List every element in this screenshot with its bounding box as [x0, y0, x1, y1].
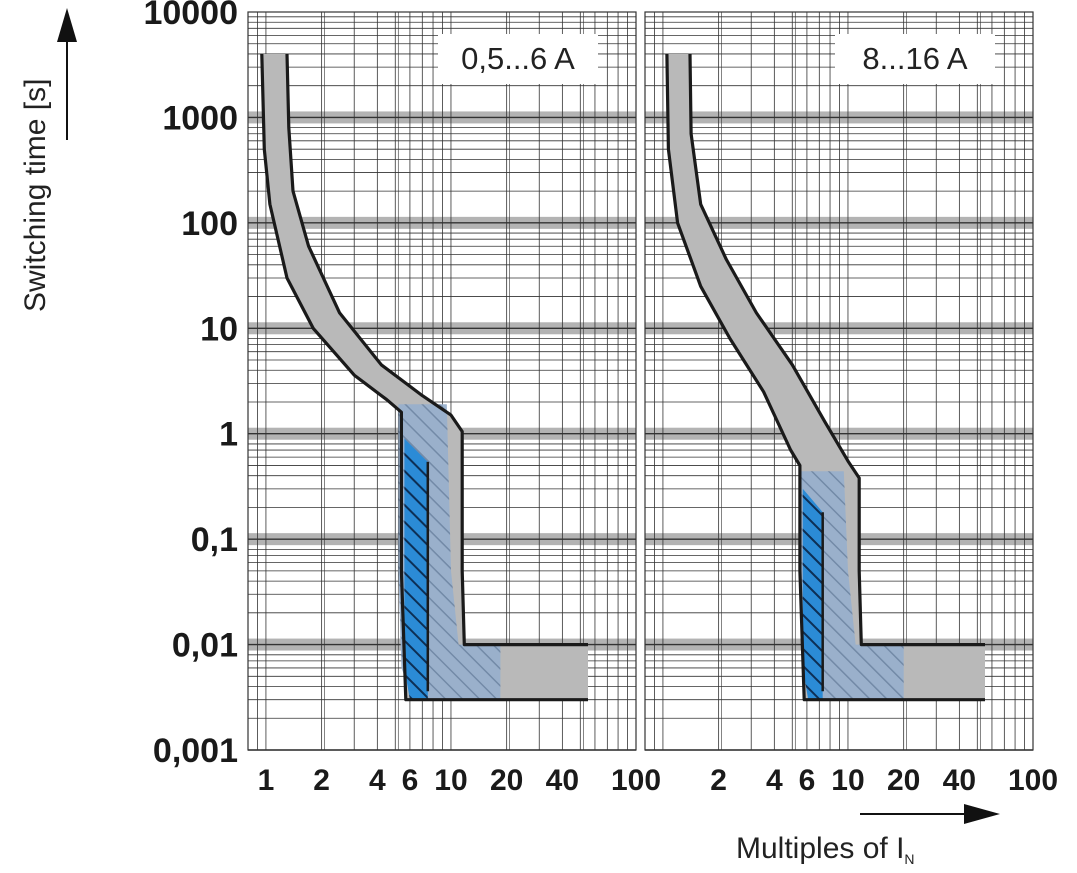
x-tick-label: 6	[799, 764, 816, 797]
x-axis-ticks: 1 2 4 6 10 20 40 100 2 4 6 10 20 40 100	[258, 764, 1058, 797]
y-axis-ticks: 10000 1000 100 10 1 0,1 0,01 0,001	[143, 0, 238, 770]
panel-large-current: 8...16 A	[644, 11, 1034, 751]
y-tick-label: 0,1	[191, 521, 238, 559]
x-tick-label: 1	[258, 764, 275, 797]
x-tick-label: 4	[369, 764, 386, 797]
panel-frame	[644, 11, 1034, 751]
magnetic-dark-band-area	[802, 488, 823, 700]
curve-lower-line	[260, 53, 588, 702]
x-tick-label: 20	[490, 764, 523, 797]
magnetic-band-area	[799, 471, 904, 700]
panel-label: 0,5...6 A	[461, 41, 575, 76]
panel-label-box	[835, 34, 995, 84]
x-tick-label: 40	[546, 764, 579, 797]
x-tick-label: 10	[831, 764, 864, 797]
x-axis-title-subscript: N	[904, 851, 914, 867]
x-axis-title: Multiples of IN	[736, 832, 915, 867]
x-axis-arrow-head	[964, 804, 1000, 824]
panel-small-current: 0,5...6 A	[247, 11, 637, 751]
x-tick-label: 20	[887, 764, 920, 797]
x-tick-label: 4	[766, 764, 783, 797]
x-tick-label: 6	[402, 764, 419, 797]
x-tick-label: 2	[710, 764, 727, 797]
curve-upper-line	[285, 53, 588, 647]
y-tick-label: 10	[200, 310, 238, 348]
curve-upper-line	[688, 53, 985, 647]
y-tick-label: 0,001	[153, 732, 238, 770]
y-tick-label: 1000	[162, 99, 238, 137]
x-tick-label: 10	[434, 764, 467, 797]
x-tick-label: 100	[1008, 764, 1058, 797]
x-axis-title-group: Multiples of IN	[736, 804, 1000, 867]
panel-frame	[247, 11, 637, 751]
y-tick-label: 0,01	[172, 627, 238, 665]
x-tick-label: 2	[313, 764, 330, 797]
y-tick-label: 10000	[143, 0, 238, 32]
x-tick-label: 100	[611, 764, 661, 797]
y-axis-arrow-head	[57, 8, 77, 42]
magnetic-dark-band-area	[404, 438, 428, 700]
panel-label: 8...16 A	[862, 41, 967, 76]
y-tick-label: 100	[181, 205, 238, 243]
y-tick-label: 1	[219, 416, 238, 454]
x-axis-title-main: Multiples of I	[736, 832, 904, 865]
y-axis-title-group: Switching time [s]	[19, 8, 77, 312]
curve-lower-line	[665, 53, 985, 702]
y-axis-title: Switching time [s]	[19, 79, 52, 312]
x-tick-label: 40	[943, 764, 976, 797]
panel-label-box	[438, 34, 598, 84]
